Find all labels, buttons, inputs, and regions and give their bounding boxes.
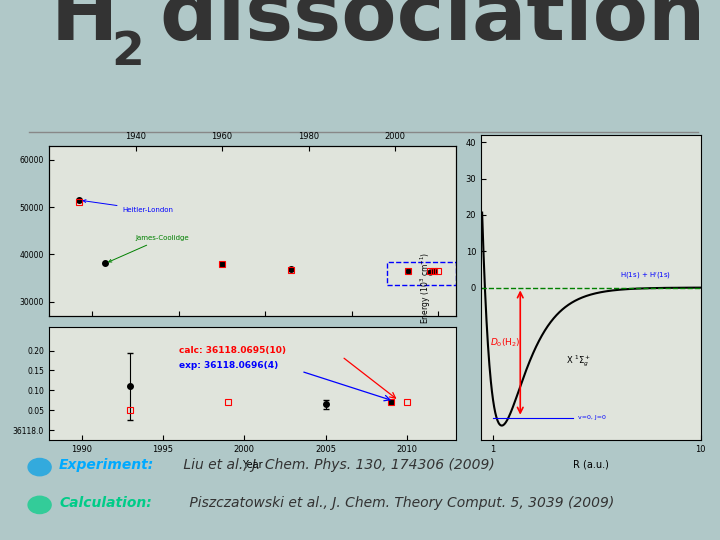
Text: Experiment:: Experiment: xyxy=(59,458,154,472)
Text: Heitler-London: Heitler-London xyxy=(83,200,174,213)
Text: calc: 36118.0695(10): calc: 36118.0695(10) xyxy=(179,346,286,355)
Text: exp: 36118.0696(4): exp: 36118.0696(4) xyxy=(179,361,279,370)
Text: v=0, J=0: v=0, J=0 xyxy=(578,415,606,421)
Y-axis label: Energy (10$^3$ cm$^{-1}$): Energy (10$^3$ cm$^{-1}$) xyxy=(418,252,433,323)
Text: dissociation energy: dissociation energy xyxy=(132,0,720,57)
X-axis label: Year: Year xyxy=(242,460,263,469)
Bar xyxy=(387,261,456,285)
Text: X $^1\Sigma_g^+$: X $^1\Sigma_g^+$ xyxy=(567,354,592,369)
Text: 2: 2 xyxy=(112,30,145,75)
Text: $D_0$(H$_2$): $D_0$(H$_2$) xyxy=(490,336,521,349)
X-axis label: R (a.u.): R (a.u.) xyxy=(573,460,608,469)
Text: Piszczatowski et al., J. Chem. Theory Comput. 5, 3039 (2009): Piszczatowski et al., J. Chem. Theory Co… xyxy=(185,496,614,510)
Text: Calculation:: Calculation: xyxy=(59,496,152,510)
Text: H: H xyxy=(50,0,118,57)
Text: James-Coolidge: James-Coolidge xyxy=(109,235,189,262)
Text: Liu et al., J. Chem. Phys. 130, 174306 (2009): Liu et al., J. Chem. Phys. 130, 174306 (… xyxy=(179,458,495,472)
Text: H(1s) + H$^\prime$(1s): H(1s) + H$^\prime$(1s) xyxy=(620,271,670,282)
